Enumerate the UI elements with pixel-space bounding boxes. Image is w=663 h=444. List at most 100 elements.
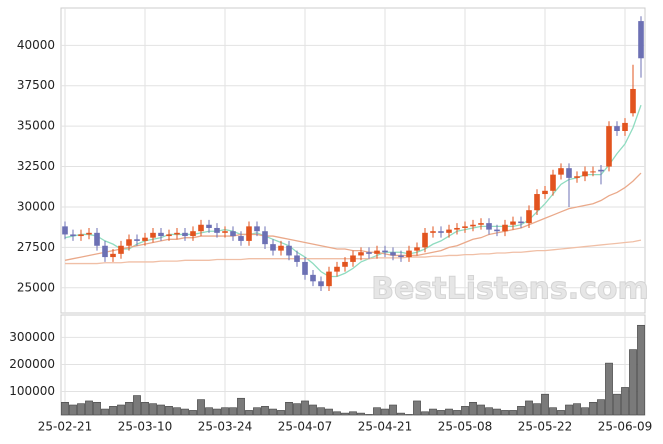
volume-bar (469, 401, 477, 416)
volume-bar (317, 407, 325, 416)
volume-bar (365, 414, 373, 416)
volume-bar (517, 406, 525, 416)
candle-body (134, 239, 140, 241)
volume-bar (437, 410, 445, 416)
volume-bar (285, 401, 293, 416)
x-tick-label: 25-02-21 (38, 420, 92, 434)
candle-body (142, 237, 148, 241)
candle-body (78, 234, 84, 237)
candle-body (126, 239, 132, 246)
volume-bar (149, 403, 157, 416)
volume-bar (541, 393, 549, 416)
candle-body (222, 231, 228, 233)
y-tick-label: 30000 (17, 199, 55, 213)
volume-bar (605, 362, 613, 416)
candle-body (582, 171, 588, 177)
candle-body (118, 245, 124, 254)
volume-bar (461, 406, 469, 416)
candle-body (414, 247, 420, 251)
candle-body (534, 194, 540, 211)
volume-bar (245, 410, 253, 416)
volume-bar (213, 408, 221, 416)
marks-layer: 25000 27500 30000 32500 35000 37500 40000 10000… (9, 16, 652, 434)
candle-body (494, 229, 500, 232)
candle-body (590, 171, 596, 173)
candle-body (374, 250, 380, 254)
volume-bar (413, 400, 421, 416)
volume-bar (397, 412, 405, 416)
candle-body (486, 223, 492, 230)
candle-body (270, 244, 276, 251)
candle-body (102, 245, 108, 258)
candle-body (278, 245, 284, 251)
candle-body (454, 227, 460, 230)
candle-body (246, 226, 252, 241)
volume-bar (93, 401, 101, 416)
x-tick-label: 25-04-07 (278, 420, 332, 434)
volume-bar (109, 406, 117, 416)
y-tick-label: 100000 (9, 384, 55, 398)
candle-body (382, 250, 388, 253)
x-tick-label: 25-06-09 (598, 420, 652, 434)
volume-bar (157, 404, 165, 416)
candle-body (334, 266, 340, 272)
volume-bar (253, 407, 261, 416)
candle-body (310, 274, 316, 282)
volume-bar (493, 408, 501, 416)
x-tick-label: 25-03-10 (118, 420, 172, 434)
volume-bar (261, 406, 269, 416)
volume-bar (229, 407, 237, 416)
candle-body (518, 221, 524, 224)
candle-body (318, 281, 324, 287)
volume-bar (453, 410, 461, 416)
candle-body (62, 226, 68, 235)
price-frame (60, 7, 646, 314)
candle-body (110, 253, 116, 258)
candle-body (630, 88, 636, 114)
volume-bar (421, 411, 429, 416)
candle-body (86, 232, 92, 235)
candle-body (174, 232, 180, 235)
y-tick-label: 25000 (17, 280, 55, 294)
candle-body (638, 21, 644, 59)
volume-bar (181, 408, 189, 416)
candle-body (190, 231, 196, 237)
volume-bar (501, 410, 509, 416)
volume-bar (445, 408, 453, 416)
volume-bar (589, 401, 597, 416)
volume-bar (637, 324, 645, 416)
candle-body (302, 261, 308, 275)
volume-bar (165, 406, 173, 416)
volume-bar (597, 399, 605, 416)
volume-bar (477, 404, 485, 416)
y-tick-label: 300000 (9, 330, 55, 344)
candle-body (558, 168, 564, 175)
volume-bar (117, 404, 125, 416)
candle-body (598, 169, 604, 172)
volume-bar (301, 400, 309, 416)
volume-bar (221, 407, 229, 416)
x-tick-label: 25-04-21 (358, 420, 412, 434)
volume-bar (405, 414, 413, 416)
candle-body (510, 221, 516, 225)
y-tick-label: 32500 (17, 159, 55, 173)
y-tick-label: 37500 (17, 78, 55, 92)
candle-body (150, 232, 156, 238)
y-tick-label: 40000 (17, 38, 55, 52)
volume-bar (197, 399, 205, 416)
watermark: BestListens.com (371, 272, 649, 307)
volume-bar (485, 407, 493, 416)
volume-bar (341, 412, 349, 416)
candle-body (230, 231, 236, 237)
candle-body (526, 210, 532, 224)
volume-bar (189, 410, 197, 416)
grid-layer (61, 8, 645, 415)
candle-body (614, 126, 620, 132)
candle-body (550, 174, 556, 191)
volume-bar (525, 400, 533, 416)
volume-bar (125, 401, 133, 416)
candle-body (358, 252, 364, 256)
volume-bar (333, 411, 341, 416)
volume-bar (629, 349, 637, 416)
x-tick-label: 25-03-24 (198, 420, 252, 434)
